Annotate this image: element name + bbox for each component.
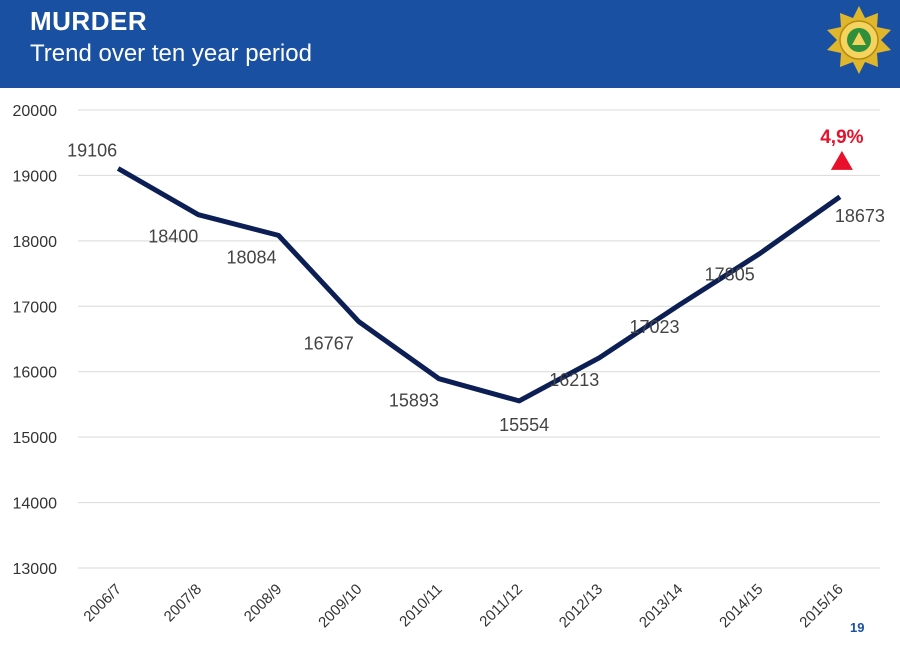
x-tick-label: 2006/7 <box>80 581 124 625</box>
data-label: 19106 <box>67 140 117 160</box>
up-triangle-icon <box>830 150 853 170</box>
data-label: 16213 <box>549 370 599 390</box>
page-number: 19 <box>850 620 865 635</box>
y-tick-label: 13000 <box>13 561 58 578</box>
header-banner: MURDER Trend over ten year period <box>0 0 900 88</box>
x-tick-label: 2009/10 <box>315 581 365 631</box>
x-tick-label: 2015/16 <box>796 581 846 631</box>
x-axis-ticks: 2006/7 2007/8 2008/9 2009/10 2010/11 2011/12 2… <box>80 581 846 631</box>
y-tick-label: 19000 <box>13 168 58 185</box>
page-title: MURDER <box>30 6 148 36</box>
police-star-badge-icon <box>827 6 891 74</box>
y-tick-label: 16000 <box>13 365 58 382</box>
x-tick-label: 2014/15 <box>716 581 766 631</box>
data-label: 18400 <box>148 227 198 247</box>
x-tick-label: 2007/8 <box>161 581 205 625</box>
y-tick-label: 18000 <box>13 234 58 251</box>
data-label: 18673 <box>835 206 885 226</box>
x-tick-label: 2011/12 <box>476 581 526 631</box>
y-tick-label: 17000 <box>13 299 58 316</box>
x-tick-label: 2012/13 <box>556 581 606 631</box>
data-label: 15554 <box>499 415 549 435</box>
murder-trend-chart: 13000 14000 15000 16000 17000 18000 19000 20000… <box>13 103 885 631</box>
x-tick-label: 2010/11 <box>396 581 446 631</box>
increase-percent-label: 4,9% <box>820 127 863 148</box>
y-axis-ticks: 13000 14000 15000 16000 17000 18000 19000 20000 <box>13 103 58 578</box>
page-subtitle: Trend over ten year period <box>30 40 312 67</box>
y-tick-label: 14000 <box>13 496 58 513</box>
data-label: 15893 <box>389 391 439 411</box>
y-tick-label: 20000 <box>13 103 58 120</box>
increase-annotation: 4,9% <box>820 127 864 170</box>
data-label: 17805 <box>705 265 755 285</box>
y-tick-label: 15000 <box>13 430 58 447</box>
series-line <box>116 166 842 404</box>
data-label: 18084 <box>226 247 276 267</box>
data-label: 17023 <box>629 317 679 337</box>
data-label: 16767 <box>304 334 354 354</box>
gridlines <box>78 109 880 569</box>
data-labels: 19106 18400 18084 16767 15893 15554 16213 17023… <box>67 140 885 434</box>
x-tick-label: 2013/14 <box>636 581 686 631</box>
x-tick-label: 2008/9 <box>241 581 285 625</box>
